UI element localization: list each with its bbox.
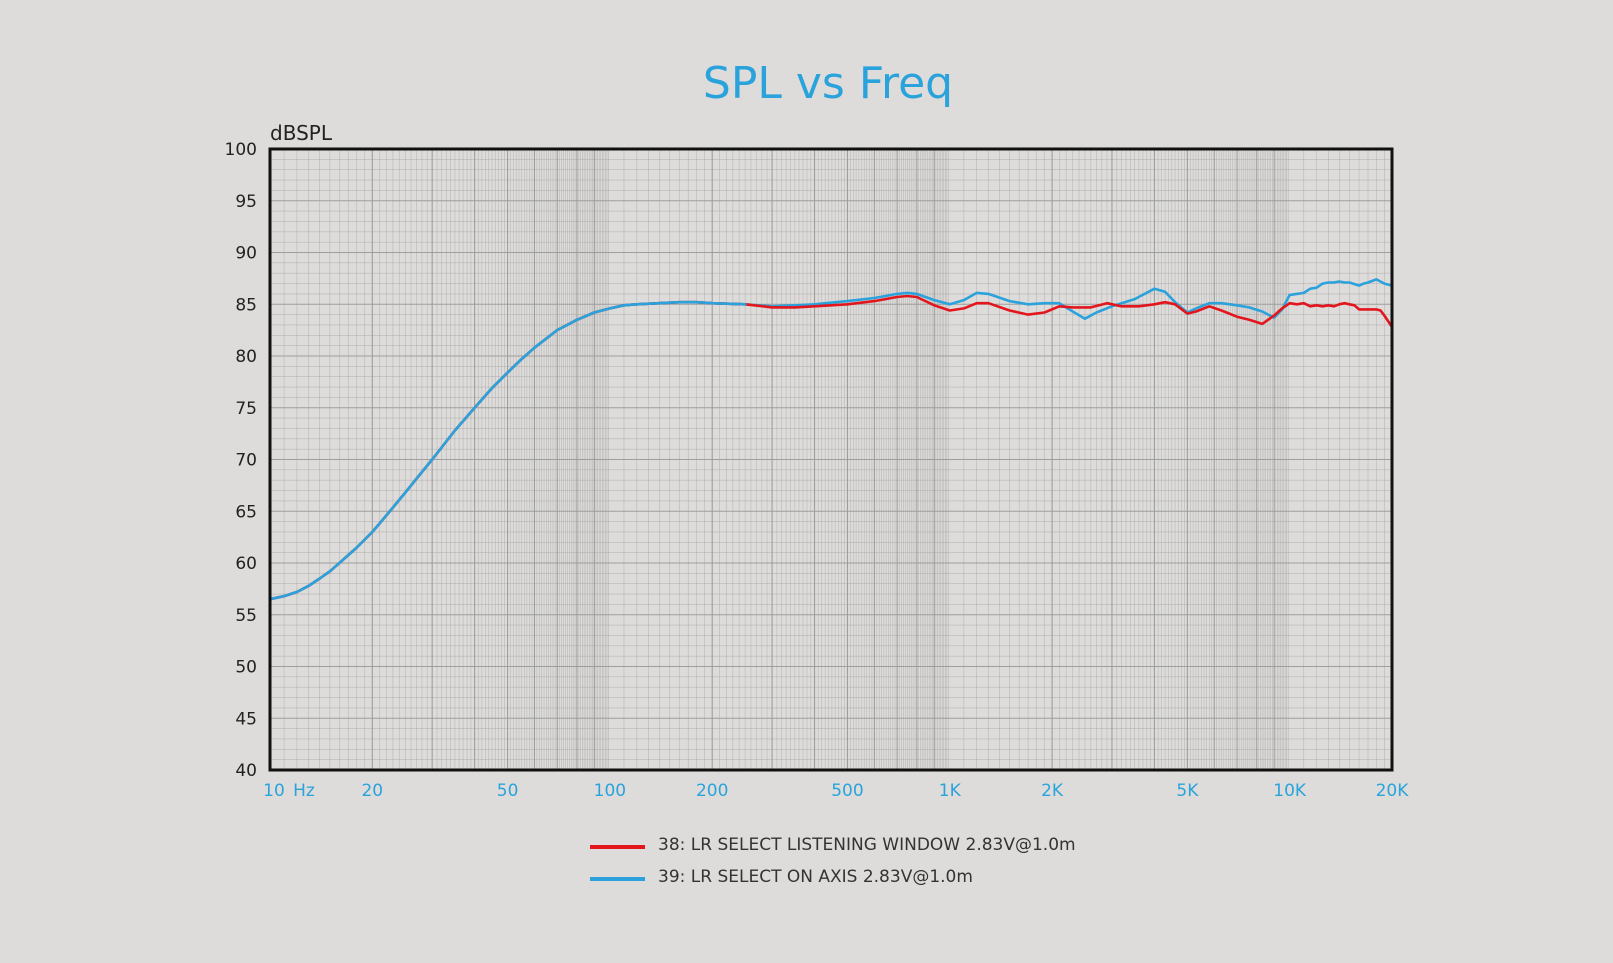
x-tick-labels: 10 20 50 100 200 500 1K 2K 5K 10K 20K (263, 781, 1409, 801)
x-tick-label: 10 (263, 781, 285, 801)
x-tick-label: 10K (1273, 781, 1307, 801)
grid-lines (270, 149, 1392, 770)
y-tick-label: 100 (225, 140, 257, 160)
y-tick-label: 80 (235, 347, 257, 367)
series-line-on-axis-overlap (268, 300, 747, 601)
y-tick-label: 70 (235, 451, 257, 471)
x-tick-label: 200 (696, 781, 728, 801)
x-tick-label: 5K (1176, 781, 1199, 801)
y-tick-label: 50 (235, 658, 257, 678)
legend-label-listening-window: 38: LR SELECT LISTENING WINDOW 2.83V@1.0… (658, 835, 1076, 855)
x-tick-label: 20K (1376, 781, 1410, 801)
y-tick-label: 75 (235, 399, 257, 419)
x-tick-label: 100 (594, 781, 626, 801)
x-tick-label: 20 (361, 781, 383, 801)
y-tick-label: 40 (235, 761, 257, 781)
y-tick-labels: 40 45 50 55 60 65 70 75 80 85 90 95 100 (225, 140, 257, 781)
x-tick-label: 50 (497, 781, 519, 801)
plot-frame (268, 147, 1394, 772)
y-tick-label: 90 (235, 244, 257, 264)
series-lines (268, 278, 1394, 601)
legend-label-on-axis: 39: LR SELECT ON AXIS 2.83V@1.0m (658, 867, 973, 887)
chart-title: SPL vs Freq (703, 58, 953, 109)
legend: 38: LR SELECT LISTENING WINDOW 2.83V@1.0… (590, 835, 1076, 887)
x-tick-label: 2K (1041, 781, 1064, 801)
y-tick-label: 55 (235, 606, 257, 626)
y-tick-label: 60 (235, 554, 257, 574)
x-tick-label: 500 (831, 781, 863, 801)
y-tick-label: 65 (235, 502, 257, 522)
y-tick-label: 85 (235, 295, 257, 315)
x-tick-label: 1K (939, 781, 962, 801)
x-axis-unit-label: Hz (293, 781, 315, 801)
y-tick-label: 95 (235, 192, 257, 212)
y-axis-label: dBSPL (270, 121, 333, 145)
y-tick-label: 45 (235, 709, 257, 729)
